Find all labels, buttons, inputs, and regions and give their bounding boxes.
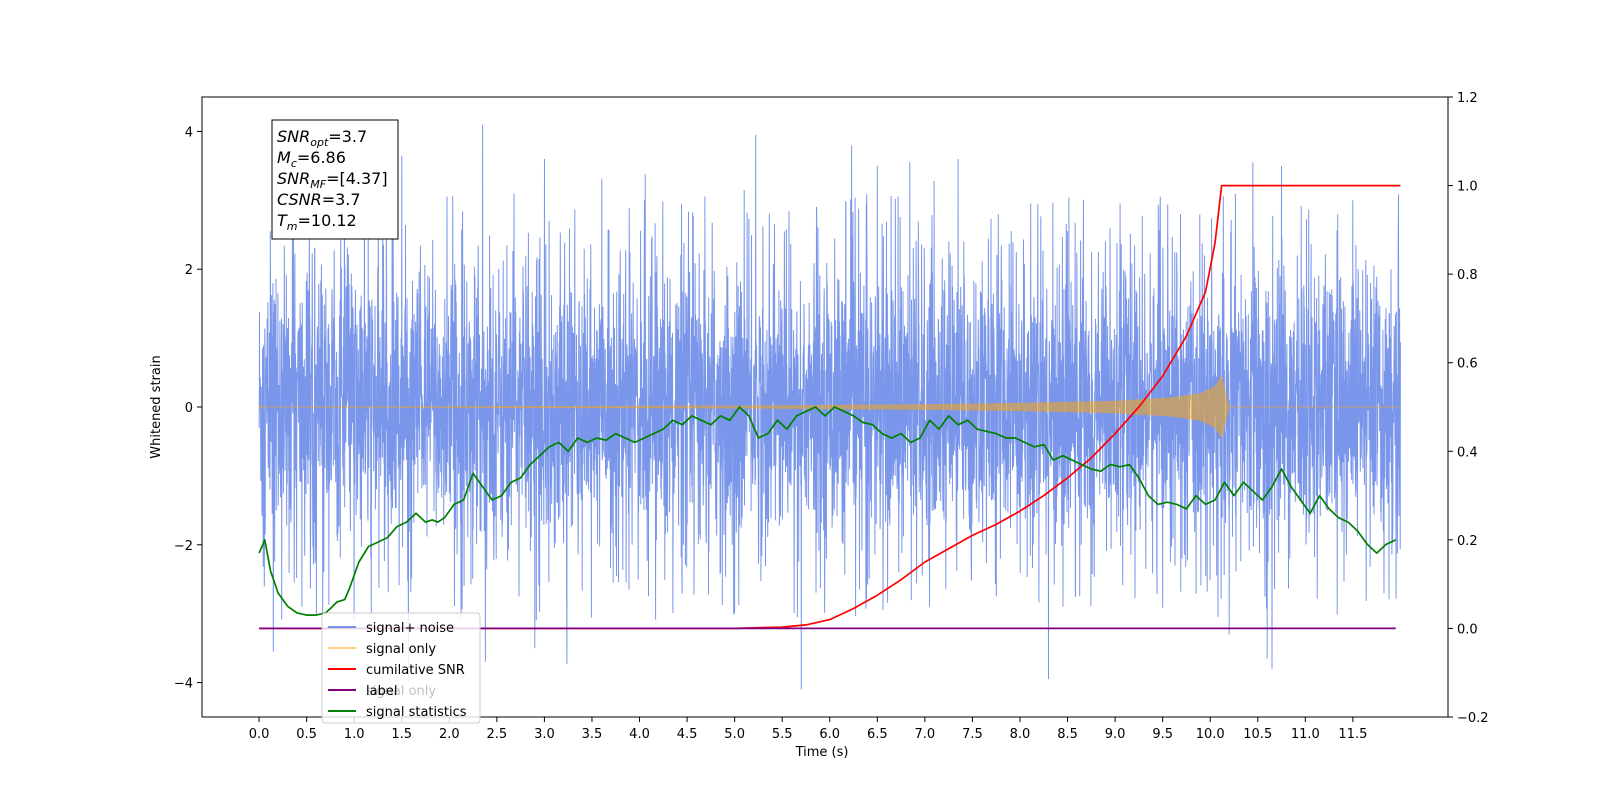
legend: signal+ noise signal only cumilative SNR la… (321, 612, 481, 724)
x-tick-label: 11.5 (1338, 727, 1367, 742)
legend-frame (321, 612, 481, 724)
x-tick-label: 10.0 (1196, 727, 1225, 742)
x-tick-label: 3.0 (534, 727, 555, 742)
x-tick-label: 4.5 (677, 727, 698, 742)
y-tick-label: 0 (185, 401, 193, 416)
y2-tick-label: 0.0 (1457, 622, 1478, 637)
series-signal-only-line (258, 376, 1401, 439)
legend-entry-label: cumilative SNR (366, 663, 465, 678)
x-tick-label: 6.0 (819, 727, 840, 742)
y2-tick-label: −0.2 (1457, 711, 1489, 726)
x-axis-label: Time (s) (795, 745, 849, 760)
y2-tick-label: 0.6 (1457, 357, 1478, 372)
y-axis-label: Whitened strain (149, 355, 164, 458)
annotation-line: SNRMF=[4.37] (277, 169, 388, 191)
x-tick-label: 0.0 (249, 727, 270, 742)
annotation-symbol: SNR (277, 169, 310, 188)
legend-entry-label: signal+ noise (366, 621, 454, 636)
x-tick-label: 7.5 (962, 727, 983, 742)
x-tick-label: 0.5 (296, 727, 317, 742)
x-tick-label: 5.0 (724, 727, 745, 742)
series-cumilative-snr-line (259, 184, 1401, 630)
y2-tick-label: 0.4 (1457, 445, 1478, 460)
annotation-subscript: opt (310, 136, 329, 149)
legend-entry-label: signal only (366, 642, 436, 657)
legend-entry-label: signal statistics (366, 705, 467, 720)
legend-underlying-label: signal only (366, 684, 436, 699)
y-tick-label: −2 (174, 539, 193, 554)
annotation-value: =[4.37] (326, 169, 388, 188)
annotation-value: =6.86 (297, 148, 346, 167)
x-tick-label: 8.0 (1010, 727, 1031, 742)
x-axis: 0.0 0.5 1.0 1.5 2.0 2.5 3.0 3.5 4.0 4.5 5.0 5.5 6.0 6… (249, 717, 1367, 742)
y-axis-left: −4 −2 0 2 4 (174, 125, 202, 692)
x-tick-label: 6.5 (867, 727, 888, 742)
annotation-symbol: T (277, 211, 288, 230)
y-tick-label: −4 (174, 677, 193, 692)
annotation-value: =10.12 (298, 211, 357, 230)
x-tick-label: 2.5 (487, 727, 508, 742)
x-tick-label: 1.0 (344, 727, 365, 742)
series-signal-statistics-line (258, 406, 1397, 616)
y2-tick-label: 1.0 (1457, 180, 1478, 195)
x-tick-label: 7.0 (915, 727, 936, 742)
annotation-line: Tm=10.12 (277, 211, 357, 233)
x-tick-label: 5.5 (772, 727, 793, 742)
annotation-symbol: CSNR (277, 190, 322, 209)
annotation-subscript: m (287, 220, 298, 233)
y-tick-label: 2 (185, 263, 193, 278)
annotation-symbol: M (277, 148, 291, 167)
x-tick-label: 10.5 (1243, 727, 1272, 742)
annotation-line: CSNR=3.7 (277, 190, 361, 209)
annotation-subscript: c (291, 157, 297, 170)
annotation-line: SNRopt=3.7 (277, 127, 367, 149)
legend-entry-label: label (366, 684, 397, 699)
x-tick-label: 8.5 (1057, 727, 1078, 742)
annotation-frame (271, 119, 399, 240)
series-signal-noise-line (258, 124, 1401, 690)
annotation-value: =3.7 (322, 190, 361, 209)
y-tick-label: 4 (185, 125, 193, 140)
y2-tick-label: 0.8 (1457, 268, 1478, 283)
x-tick-label: 11.0 (1291, 727, 1320, 742)
annotation-value: =3.7 (328, 127, 367, 146)
x-tick-label: 3.5 (582, 727, 603, 742)
y-axis-right: −0.2 0.0 0.2 0.4 0.6 0.8 1.0 1.2 (1448, 91, 1489, 726)
x-tick-label: 9.0 (1105, 727, 1126, 742)
annotation-subscript: MF (310, 178, 326, 191)
annotation-line: Mc=6.86 (277, 148, 346, 170)
y2-tick-label: 1.2 (1457, 91, 1478, 106)
y2-tick-label: 0.2 (1457, 534, 1478, 549)
annotation-symbol: SNR (277, 127, 310, 146)
annotation-box: SNRopt=3.7Mc=6.86SNRMF=[4.37]CSNR=3.7Tm=… (271, 119, 399, 240)
x-tick-label: 9.5 (1152, 727, 1173, 742)
x-tick-label: 4.0 (629, 727, 650, 742)
x-tick-label: 2.0 (439, 727, 460, 742)
x-tick-label: 1.5 (391, 727, 412, 742)
